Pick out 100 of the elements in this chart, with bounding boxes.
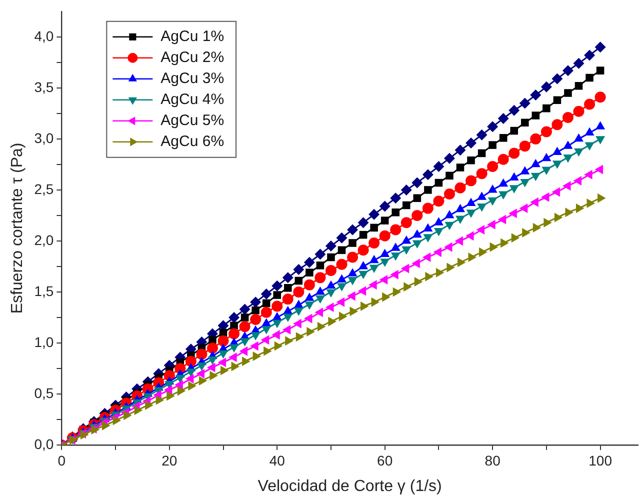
point: [336, 274, 347, 282]
point: [369, 254, 379, 264]
point: [206, 342, 218, 354]
point: [454, 182, 466, 194]
point: [412, 177, 423, 188]
point: [240, 314, 249, 322]
point: [540, 126, 552, 138]
point: [490, 242, 498, 252]
point: [239, 304, 250, 315]
point: [250, 341, 258, 351]
x-tick-label: 0: [58, 452, 66, 468]
point: [402, 201, 410, 210]
point: [466, 210, 476, 218]
point: [229, 344, 239, 353]
point: [412, 240, 422, 248]
point: [508, 148, 520, 159]
point: [532, 222, 542, 232]
point: [390, 242, 400, 251]
point: [218, 358, 226, 368]
point: [594, 92, 606, 103]
point: [348, 239, 356, 247]
point: [371, 297, 380, 307]
point: [315, 286, 325, 295]
point: [327, 253, 335, 262]
point: [326, 280, 336, 289]
point: [250, 296, 262, 308]
point: [519, 204, 528, 214]
point: [264, 346, 272, 356]
point: [196, 362, 206, 371]
point: [260, 288, 272, 300]
point: [380, 216, 389, 224]
point: [436, 268, 444, 278]
y-tick-label: 0,5: [34, 384, 54, 401]
point: [262, 318, 272, 326]
point: [584, 98, 596, 110]
y-tick-label: 3,5: [34, 78, 54, 95]
point: [499, 134, 508, 142]
x-tick-label: 40: [269, 452, 286, 468]
point: [368, 280, 377, 290]
point: [530, 90, 542, 101]
point: [252, 306, 260, 314]
point: [586, 74, 594, 82]
point: [510, 126, 518, 135]
point: [218, 350, 228, 359]
x-axis-title: Velocidad de Corte γ (1/s): [258, 478, 442, 495]
point: [316, 262, 324, 270]
point: [390, 224, 402, 236]
point: [328, 316, 336, 326]
point: [336, 258, 348, 270]
point: [314, 272, 326, 284]
point: [454, 144, 466, 156]
point: [304, 301, 314, 310]
point: [379, 230, 390, 242]
point: [400, 217, 412, 228]
point: [174, 380, 183, 390]
point: [412, 229, 422, 238]
x-tick-label: 20: [162, 452, 178, 468]
point: [423, 223, 433, 232]
point: [487, 121, 498, 132]
point: [317, 322, 326, 332]
point: [315, 295, 325, 304]
point: [274, 341, 283, 351]
legend-label: AgCu 2%: [160, 49, 224, 66]
point: [479, 247, 488, 257]
point: [423, 234, 433, 242]
point: [185, 374, 194, 384]
point: [596, 136, 606, 144]
point: [476, 129, 488, 140]
point: [336, 283, 347, 292]
point: [476, 168, 488, 180]
y-tick-label: 3,0: [34, 130, 54, 146]
point: [262, 299, 270, 308]
point: [262, 326, 272, 334]
point: [424, 186, 432, 194]
point: [565, 208, 574, 218]
point: [552, 119, 563, 130]
point: [314, 248, 326, 260]
point: [413, 194, 422, 202]
point: [239, 321, 250, 332]
point: [500, 238, 509, 248]
point: [260, 335, 270, 345]
point: [444, 210, 454, 218]
point: [210, 370, 218, 380]
point: [206, 362, 216, 372]
point: [542, 104, 550, 112]
point: [519, 98, 530, 109]
point: [306, 326, 315, 337]
point: [466, 231, 474, 241]
legend-label: AgCu 6%: [160, 133, 224, 150]
point: [304, 256, 315, 268]
point: [175, 374, 185, 384]
point: [562, 112, 574, 124]
point: [358, 244, 369, 256]
point: [446, 262, 455, 272]
point: [350, 306, 358, 316]
point: [584, 127, 594, 136]
point: [404, 282, 412, 292]
y-tick-label: 2,5: [34, 180, 54, 197]
point: [177, 386, 186, 396]
point: [412, 258, 420, 268]
